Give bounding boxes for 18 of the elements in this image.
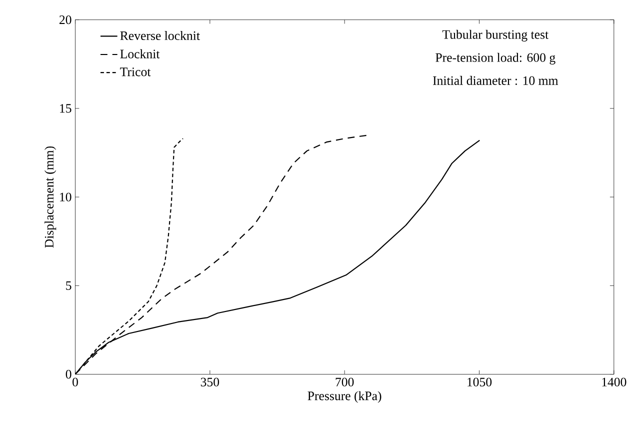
x-tick-label: 700 xyxy=(336,378,354,387)
y-tick-label: 5 xyxy=(66,282,72,290)
y-tick-label: 20 xyxy=(60,16,72,24)
annotation: Pre-tension load: 600 g xyxy=(436,53,556,65)
y-tick-label: 15 xyxy=(60,104,72,113)
y-axis-title: Displacement (mm) xyxy=(44,146,56,248)
y-tick-label: 10 xyxy=(60,192,72,202)
x-tick-label: 1050 xyxy=(468,378,492,387)
x-tick-label: 1400 xyxy=(602,378,626,387)
annotation: Initial diameter : 10 mm xyxy=(433,76,558,86)
legend-label: Tricot xyxy=(120,68,151,76)
legend-label: Reverse locknit xyxy=(120,31,200,40)
legend-label: Locknit xyxy=(120,49,160,58)
y-tick-label: 0 xyxy=(66,370,72,379)
annotation: Tubular bursting test xyxy=(442,30,549,42)
x-axis-title: Pressure (kPa) xyxy=(308,391,382,403)
x-tick-label: 350 xyxy=(200,378,220,387)
x-tick-label: 0 xyxy=(72,378,78,387)
